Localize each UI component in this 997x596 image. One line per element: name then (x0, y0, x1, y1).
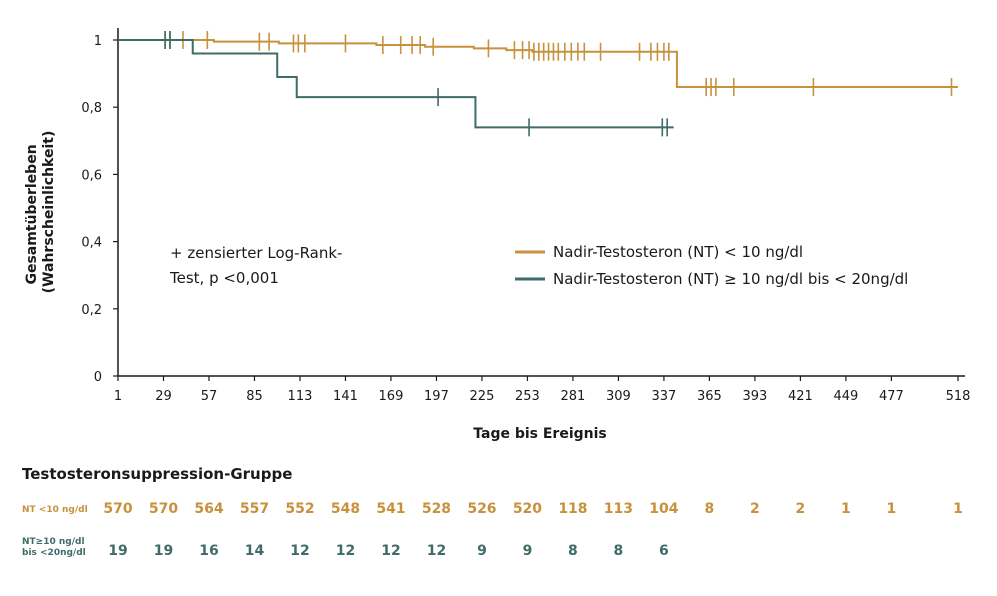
risk-value: 526 (467, 501, 496, 517)
series-line-nt-low (118, 39, 958, 89)
risk-value: 9 (477, 543, 487, 559)
risk-value: 113 (604, 501, 633, 517)
x-tick-label: 169 (379, 389, 404, 404)
x-tick-label: 518 (946, 389, 971, 404)
y-tick-label: 0,8 (81, 101, 102, 116)
risk-value: 520 (513, 501, 542, 517)
risk-value: 12 (427, 543, 446, 559)
y-tick-label: 0,6 (81, 168, 102, 183)
risk-value: 528 (422, 501, 451, 517)
censor-annotation-line-2: Test, p <0,001 (169, 269, 279, 287)
risk-value: 557 (240, 501, 269, 517)
x-tick-label: 57 (201, 389, 218, 404)
risk-value: 8 (614, 543, 624, 559)
risk-value: 19 (154, 543, 173, 559)
y-tick-label: 1 (94, 34, 102, 49)
series-line-nt-high (118, 39, 674, 129)
plot-area: 0 0,2 0,4 0,6 0,8 1 1 29 57 85 113 141 169 197 225 253… (81, 28, 970, 404)
y-tick-label: 0,2 (81, 303, 102, 318)
y-axis-title: Gesamtüberleben (Wahrscheinlichkeit) (24, 131, 57, 294)
risk-value: 570 (103, 501, 132, 517)
y-tick-label: 0 (94, 370, 102, 385)
x-tick-label: 1 (114, 389, 122, 404)
risk-value: 1 (841, 501, 851, 517)
censor-annotation-line-1: + zensierter Log-Rank- (170, 244, 342, 262)
risk-value: 548 (331, 501, 360, 517)
risk-row-label-nt-low: NT <10 ng/dl (22, 505, 88, 515)
risk-value: 8 (705, 501, 715, 517)
risk-value: 2 (750, 501, 760, 517)
series-layer (118, 31, 958, 137)
risk-value: 12 (381, 543, 400, 559)
risk-value: 552 (285, 501, 314, 517)
x-tick-label: 421 (788, 389, 813, 404)
x-tick-label: 309 (606, 389, 631, 404)
x-tick-label: 29 (155, 389, 172, 404)
x-tick-label: 477 (879, 389, 904, 404)
risk-value: 118 (558, 501, 587, 517)
risk-value: 12 (290, 543, 309, 559)
legend-label-nt-low: Nadir-Testosteron (NT) < 10 ng/dl (553, 243, 803, 261)
risk-values: 570 570 564 557 552 548 541 528 526 520 118 113 104 8… (103, 501, 962, 559)
risk-row-label-nt-high: NT≥10 ng/dl bis <20ng/dl (22, 537, 88, 558)
risk-value: 541 (376, 501, 405, 517)
x-axis-title: Tage bis Ereignis (473, 426, 607, 442)
x-tick-label: 393 (742, 389, 767, 404)
risk-value: 1 (887, 501, 897, 517)
risk-value: 104 (649, 501, 678, 517)
x-tick-label: 449 (833, 389, 858, 404)
legend-label-nt-high: Nadir-Testosteron (NT) ≥ 10 ng/dl bis < … (553, 270, 908, 288)
risk-value: 1 (953, 501, 963, 517)
risk-value: 2 (796, 501, 806, 517)
x-tick-label: 113 (288, 389, 313, 404)
y-tick-label: 0,4 (81, 236, 102, 251)
y-ticks: 0 0,2 0,4 0,6 0,8 1 (81, 34, 118, 385)
x-tick-label: 197 (424, 389, 449, 404)
risk-value: 19 (108, 543, 127, 559)
x-ticks: 1 29 57 85 113 141 169 197 225 253 281 309 337 365 393… (114, 376, 971, 404)
x-tick-label: 85 (246, 389, 263, 404)
x-tick-label: 337 (652, 389, 677, 404)
risk-value: 8 (568, 543, 578, 559)
risk-value: 16 (199, 543, 218, 559)
x-tick-label: 281 (561, 389, 586, 404)
risk-value: 564 (194, 501, 223, 517)
risk-table-title: Testosteronsuppression-Gruppe (22, 465, 292, 483)
risk-value: 12 (336, 543, 355, 559)
x-tick-label: 141 (333, 389, 358, 404)
legend: Nadir-Testosteron (NT) < 10 ng/dl Nadir-… (515, 243, 908, 288)
risk-value: 6 (659, 543, 669, 559)
risk-table: NT <10 ng/dl NT≥10 ng/dl bis <20ng/dl 57… (22, 501, 963, 559)
risk-value: 9 (523, 543, 533, 559)
x-tick-label: 253 (515, 389, 540, 404)
risk-value: 570 (149, 501, 178, 517)
risk-value: 14 (245, 543, 265, 559)
x-tick-label: 365 (697, 389, 722, 404)
x-tick-label: 225 (470, 389, 495, 404)
